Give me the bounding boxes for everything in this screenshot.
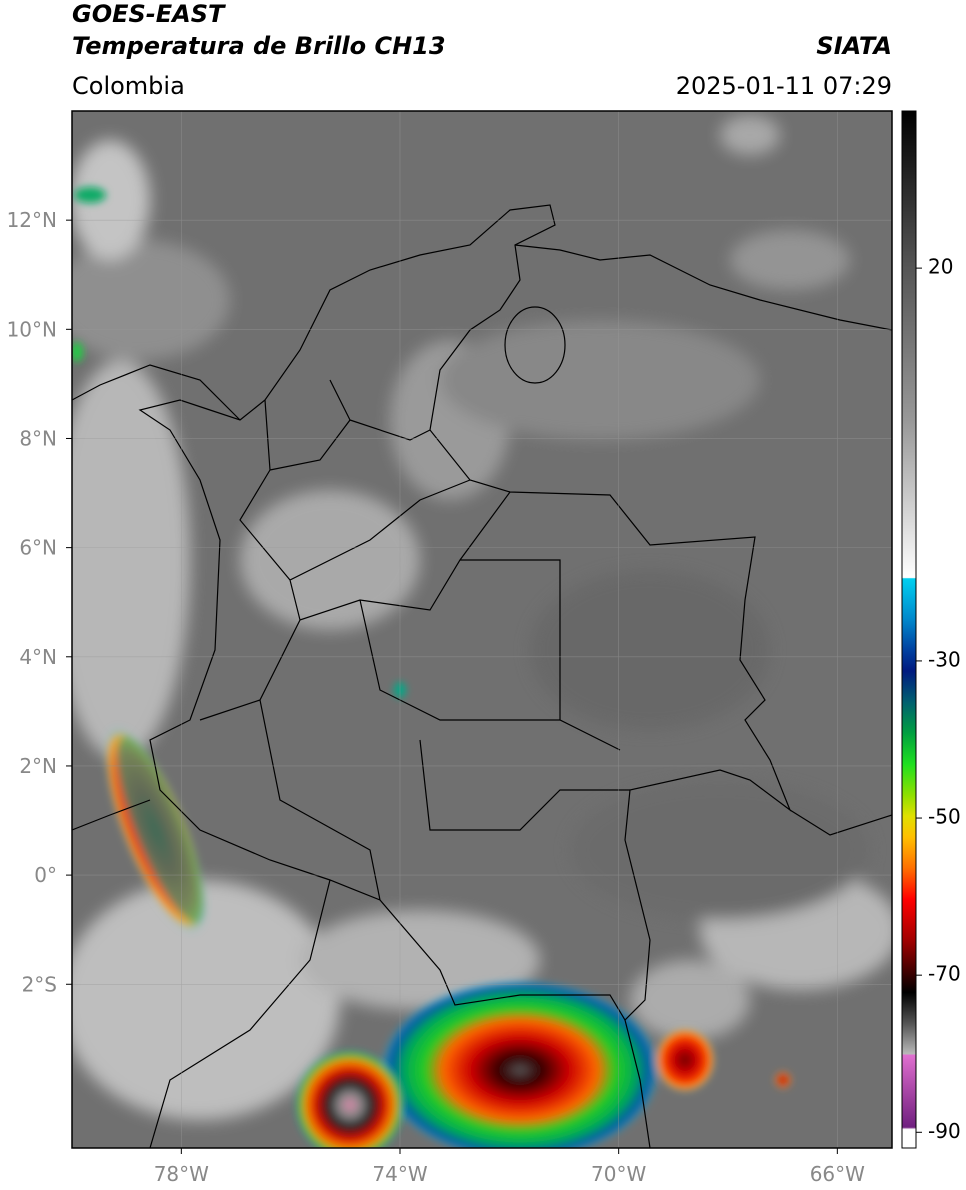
y-tick-label: 4°N bbox=[19, 645, 57, 669]
y-tick-label: 12°N bbox=[7, 208, 57, 232]
datetime: 2025-01-11 07:29 bbox=[676, 72, 892, 100]
colorbar-tick-label: -90 bbox=[928, 1119, 961, 1143]
map-frame bbox=[71, 110, 893, 1149]
colorbar bbox=[901, 110, 917, 1149]
colorbar-tick-label: -50 bbox=[928, 805, 961, 829]
y-tick-label: 2°S bbox=[22, 972, 57, 996]
colorbar-tick-label: -30 bbox=[928, 647, 961, 671]
x-tick-label: 66°W bbox=[810, 1162, 865, 1186]
satellite-image bbox=[72, 111, 892, 1148]
colorbar-tick-label: -70 bbox=[928, 962, 961, 986]
x-tick-label: 78°W bbox=[154, 1162, 209, 1186]
y-tick-label: 0° bbox=[34, 863, 57, 887]
title: GOES-EAST bbox=[72, 0, 226, 28]
region: Colombia bbox=[72, 72, 185, 100]
source: SIATA bbox=[816, 32, 892, 60]
lake-maracaibo bbox=[504, 306, 566, 384]
x-tick-label: 74°W bbox=[372, 1162, 427, 1186]
y-tick-label: 10°N bbox=[7, 317, 57, 341]
department-borders bbox=[199, 379, 630, 901]
x-tick-label: 70°W bbox=[591, 1162, 646, 1186]
y-tick-label: 2°N bbox=[19, 754, 57, 778]
subtitle: Temperatura de Brillo CH13 bbox=[72, 32, 446, 60]
coastline bbox=[72, 244, 892, 1148]
y-tick-label: 6°N bbox=[19, 536, 57, 560]
y-tick-label: 8°N bbox=[19, 426, 57, 450]
colorbar-tick-label: 20 bbox=[928, 255, 953, 279]
